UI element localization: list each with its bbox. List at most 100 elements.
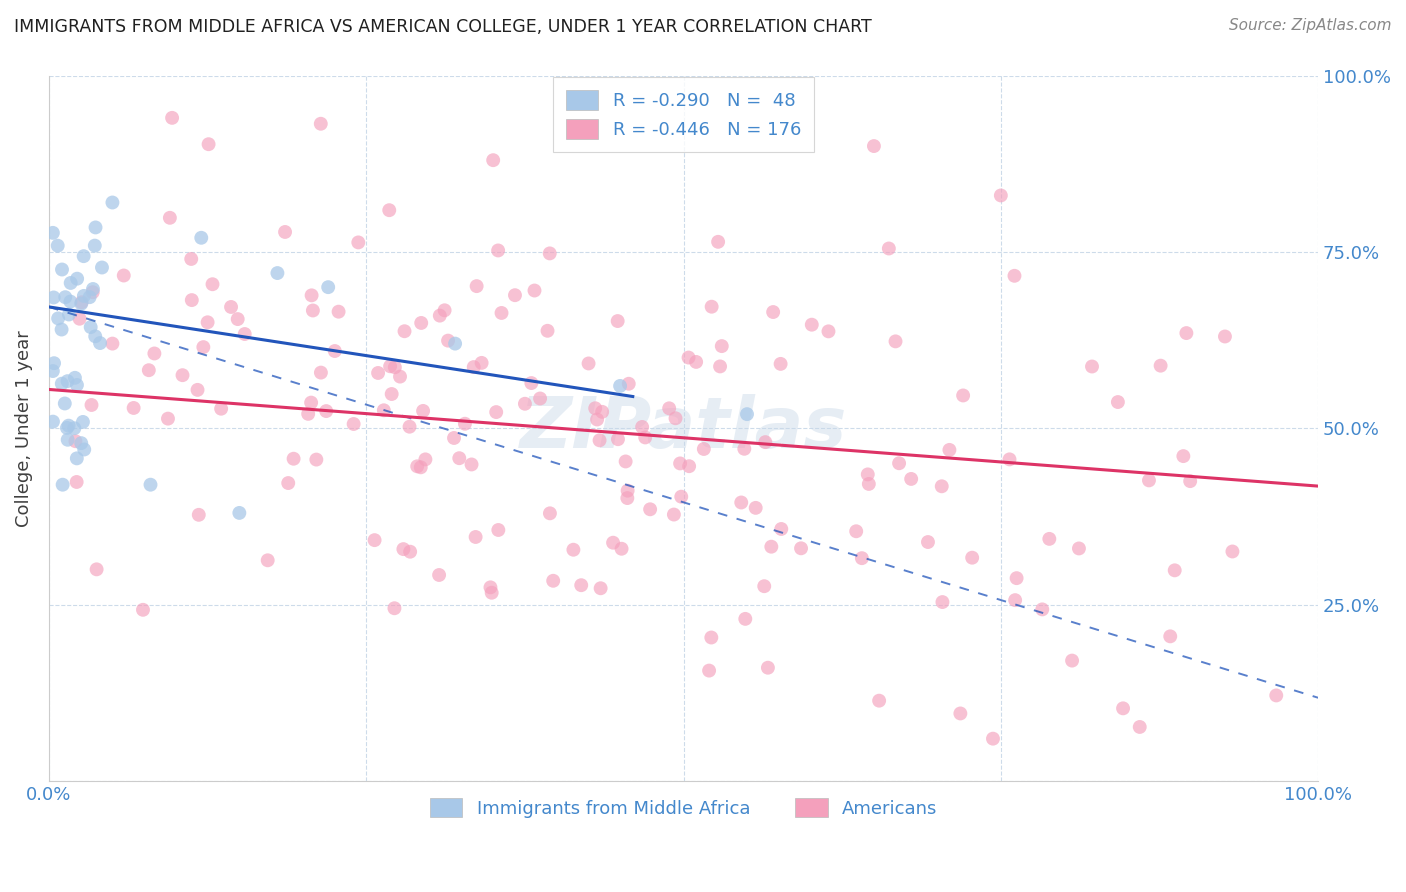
Point <box>389 369 412 384</box>
Point <box>1038 532 1060 546</box>
Point <box>305 452 328 467</box>
Point <box>82 282 104 296</box>
Point <box>91 260 114 275</box>
Point <box>437 334 460 348</box>
Point <box>63 421 86 435</box>
Point <box>700 631 723 645</box>
Point <box>180 293 202 307</box>
Point <box>72 249 94 263</box>
Point <box>578 356 600 370</box>
Point <box>877 242 900 256</box>
Point <box>769 357 792 371</box>
Point <box>697 664 720 678</box>
Point <box>817 324 839 338</box>
Point <box>998 452 1021 467</box>
Point <box>367 366 389 380</box>
Point <box>73 289 96 303</box>
Point <box>863 139 886 153</box>
Point <box>700 300 723 314</box>
Point <box>256 553 278 567</box>
Point <box>754 435 776 450</box>
Point <box>562 542 585 557</box>
Point <box>762 305 785 319</box>
Point <box>734 612 756 626</box>
Point <box>868 694 890 708</box>
Point <box>444 336 467 351</box>
Point <box>209 401 232 416</box>
Point <box>981 731 1004 746</box>
Point <box>685 355 707 369</box>
Point <box>277 476 299 491</box>
Point <box>710 339 733 353</box>
Point <box>1173 449 1195 463</box>
Point <box>51 262 73 277</box>
Point <box>160 111 183 125</box>
Point <box>187 508 209 522</box>
Point <box>481 586 503 600</box>
Point <box>79 290 101 304</box>
Point <box>616 483 638 498</box>
Point <box>1178 474 1201 488</box>
Point <box>606 314 628 328</box>
Point <box>343 417 366 431</box>
Point <box>83 238 105 252</box>
Point <box>82 285 104 300</box>
Y-axis label: College, Under 1 year: College, Under 1 year <box>15 330 32 526</box>
Point <box>1149 359 1171 373</box>
Point <box>56 421 79 435</box>
Point <box>42 226 65 240</box>
Point <box>299 395 322 409</box>
Point <box>631 420 654 434</box>
Point <box>454 417 477 431</box>
Point <box>536 324 558 338</box>
Point <box>406 459 429 474</box>
Point <box>583 401 606 416</box>
Point <box>960 550 983 565</box>
Point <box>42 356 65 370</box>
Point <box>51 322 73 336</box>
Point <box>316 280 339 294</box>
Point <box>219 300 242 314</box>
Point <box>53 290 76 304</box>
Point <box>858 477 880 491</box>
Point <box>671 490 693 504</box>
Point <box>66 475 89 489</box>
Point <box>1004 593 1026 607</box>
Point <box>132 603 155 617</box>
Point <box>761 540 783 554</box>
Point <box>72 415 94 429</box>
Point <box>1031 602 1053 616</box>
Point <box>59 294 82 309</box>
Point <box>323 344 346 359</box>
Point <box>730 495 752 509</box>
Point <box>411 316 433 330</box>
Point <box>52 477 75 491</box>
Point <box>315 404 337 418</box>
Point <box>609 379 631 393</box>
Point <box>591 405 613 419</box>
Point <box>610 541 633 556</box>
Point <box>884 334 907 349</box>
Point <box>429 309 451 323</box>
Point <box>143 346 166 360</box>
Point <box>51 376 73 391</box>
Point <box>1265 689 1288 703</box>
Point <box>172 368 194 383</box>
Point <box>186 383 208 397</box>
Point <box>392 542 415 557</box>
Point <box>86 562 108 576</box>
Point <box>70 295 93 310</box>
Point <box>538 506 561 520</box>
Point <box>471 356 494 370</box>
Point <box>607 432 630 446</box>
Point <box>53 396 76 410</box>
Point <box>65 434 87 449</box>
Point <box>465 279 488 293</box>
Point <box>513 397 536 411</box>
Point <box>70 296 93 310</box>
Point <box>735 407 758 421</box>
Point <box>42 415 65 429</box>
Point <box>900 472 922 486</box>
Point <box>662 508 685 522</box>
Point <box>42 290 65 304</box>
